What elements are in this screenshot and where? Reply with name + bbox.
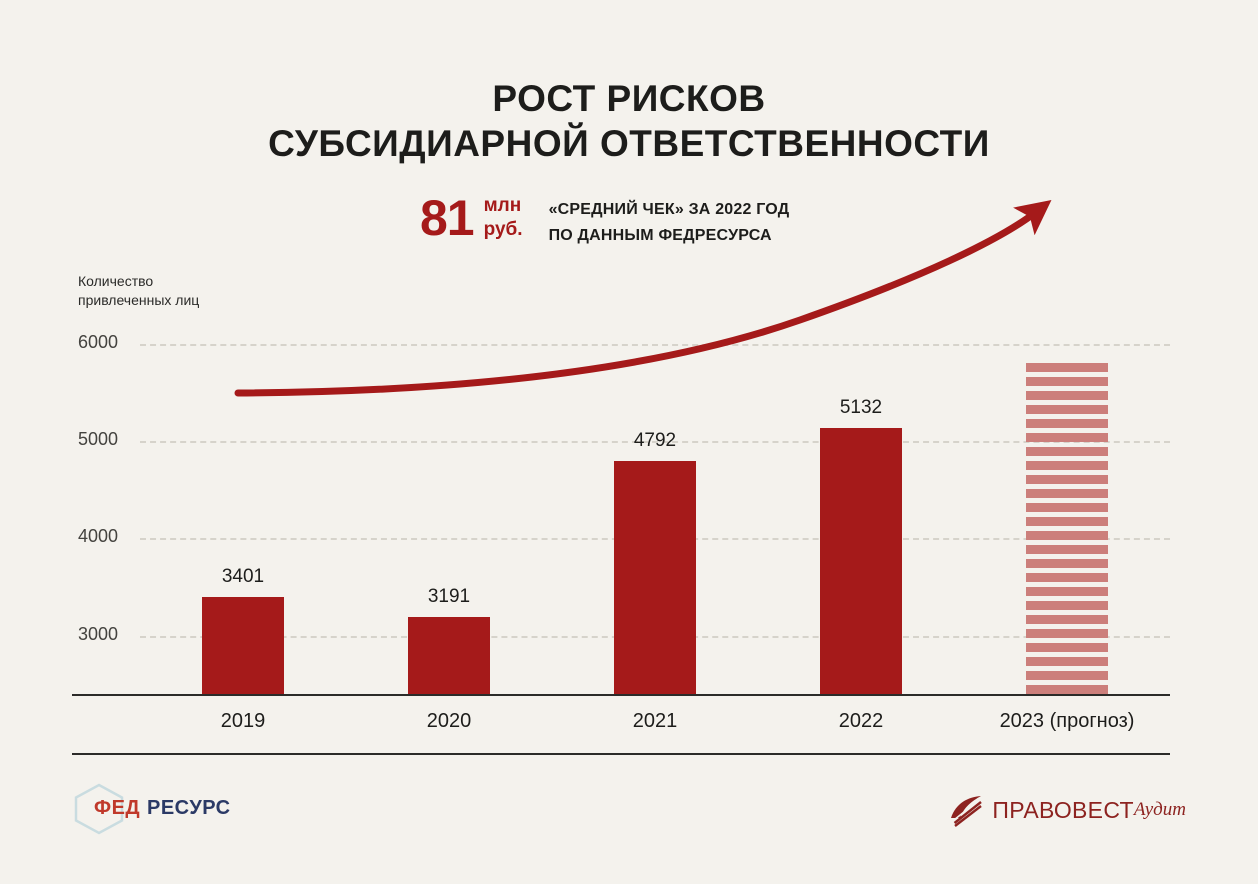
footer-divider [72,753,1170,755]
y-axis-tick-label: 3000 [78,623,119,644]
y-axis-title-line-1: Количество [78,273,154,289]
gridline [140,344,1170,346]
page-title: РОСТ РИСКОВ СУБСИДИАРНОЙ ОТВЕТСТВЕННОСТИ [0,76,1258,166]
x-axis-tick-label: 2021 [632,710,678,732]
x-axis-tick-label: 2019 [220,710,266,732]
x-axis-tick-label: 2023 (прогноз) [999,710,1135,732]
bar-2022[interactable] [820,428,902,694]
bar-2021[interactable] [614,461,696,694]
bar-value-label: 3401 [221,565,265,587]
x-axis-tick-label: 2020 [426,710,472,732]
logo-pravovest-name: ПРАВОВЕСТ [992,796,1134,823]
y-axis-tick-label: 6000 [78,332,119,352]
logo-fedresurs: ФЕД РЕСУРС [72,783,230,835]
title-line-2: СУБСИДИАРНОЙ ОТВЕТСТВЕННОСТИ [268,123,990,164]
gridline [140,441,1170,444]
y-axis-tick-label: 5000 [78,429,119,450]
bar-2020[interactable] [408,617,490,694]
bar-2019[interactable] [202,596,284,694]
title-line-1: РОСТ РИСКОВ [492,78,766,119]
bar-value-label: 3191 [427,586,471,608]
bar-2023[interactable] [1026,363,1108,694]
logo-pravovest-sub: Аудит [1133,799,1186,820]
book-swirl-icon [951,796,983,827]
hexagon-icon [72,783,126,835]
y-axis-tick-label: 4000 [78,526,119,547]
logo-fedresurs-part1: ФЕД [94,797,141,819]
x-axis-line [72,694,1170,696]
bar-value-label: 5132 [839,397,883,419]
y-axis-title: Количество привлеченных лиц [78,272,199,310]
bar-value-label: 4792 [633,430,677,452]
x-axis-tick-label: 2022 [838,710,884,732]
y-axis-title-line-2: привлеченных лиц [78,292,200,308]
logo-pravovest: ПРАВОВЕСТ Аудит [948,788,1186,832]
logo-fedresurs-part2: РЕСУРС [147,797,231,819]
